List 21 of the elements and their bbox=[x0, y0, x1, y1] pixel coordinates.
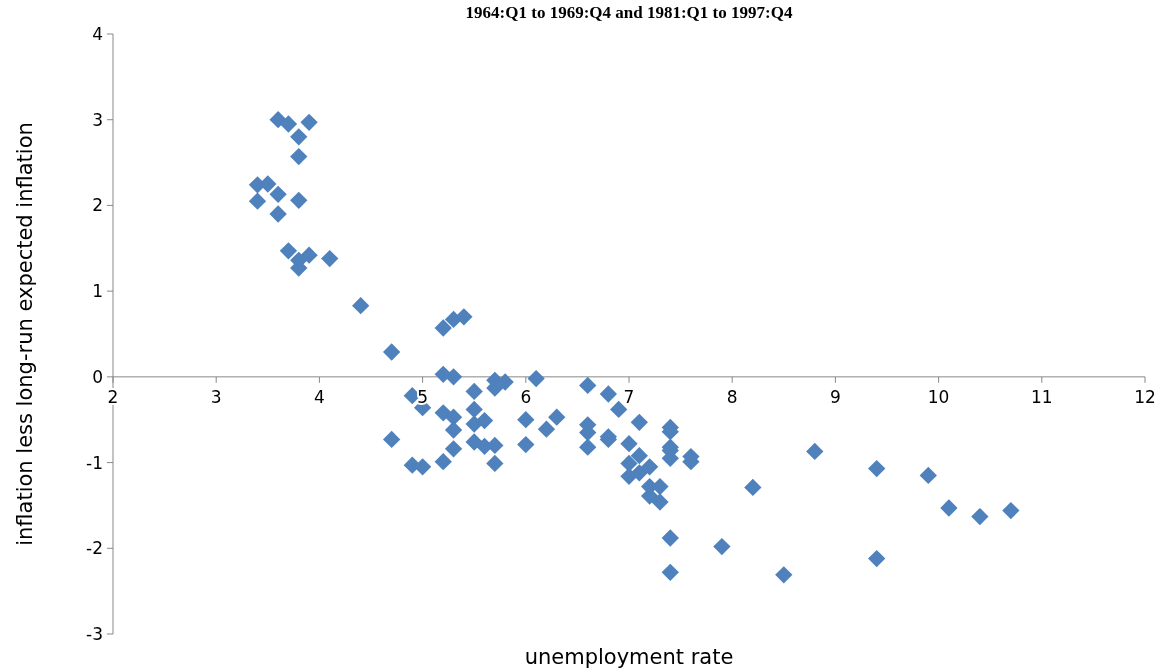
x-axis-title: unemployment rate bbox=[524, 645, 734, 669]
y-tick-label: 3 bbox=[92, 109, 103, 130]
x-tick-label: 8 bbox=[726, 386, 738, 407]
x-tick-label: 10 bbox=[927, 386, 950, 407]
x-tick-label: 12 bbox=[1134, 386, 1156, 407]
y-tick-label: 1 bbox=[92, 281, 103, 302]
y-tick-label: 4 bbox=[92, 23, 103, 44]
x-tick-label: 7 bbox=[623, 386, 635, 407]
y-tick-label: -1 bbox=[86, 452, 103, 473]
x-tick-label: 6 bbox=[520, 386, 532, 407]
x-tick-label: 2 bbox=[107, 386, 119, 407]
chart-title: 1964:Q1 to 1969:Q4 and 1981:Q1 to 1997:Q4 bbox=[465, 3, 793, 22]
y-tick-label: -2 bbox=[86, 538, 103, 559]
y-tick-label: 0 bbox=[92, 366, 103, 387]
y-tick-label: 2 bbox=[92, 195, 103, 216]
x-tick-label: 4 bbox=[313, 386, 325, 407]
y-tick-label: -3 bbox=[86, 623, 103, 644]
x-tick-label: 3 bbox=[210, 386, 222, 407]
x-tick-label: 9 bbox=[829, 386, 841, 407]
y-axis-title: inflation less long-run expected inflation bbox=[13, 122, 37, 546]
x-tick-label: 11 bbox=[1030, 386, 1053, 407]
